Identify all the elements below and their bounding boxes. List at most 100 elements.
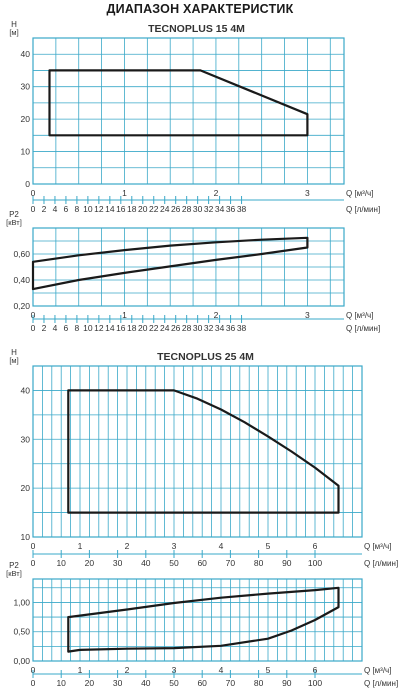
chart-2-x2tick-label: 60 <box>197 558 207 568</box>
chart-2-x2label: Q [л/мин] <box>364 559 398 568</box>
chart-3-x2tick-label: 30 <box>113 678 123 688</box>
chart-1-x2tick-label: 6 <box>64 323 69 333</box>
chart-0-x2label: Q [л/мин] <box>346 205 380 214</box>
chart-0-x2tick-label: 36 <box>226 204 236 214</box>
chart-1-x2tick-label: 36 <box>226 323 236 333</box>
chart-2-xtick-label: 2 <box>125 541 130 551</box>
chart-0-ytick-label: 20 <box>21 114 31 124</box>
chart-3-x2tick-label: 90 <box>282 678 292 688</box>
chart-3-ylabel-unit: [кВт] <box>6 569 22 578</box>
chart-1-ytick-label: 0,40 <box>13 275 30 285</box>
chart-3-x2tick-label: 80 <box>254 678 264 688</box>
chart-3-x2tick-label: 100 <box>308 678 322 688</box>
chart-3-x2tick-label: 70 <box>226 678 236 688</box>
chart-1-x2tick-label: 2 <box>42 323 47 333</box>
chart-2-frame <box>32 365 363 538</box>
chart-3-ytick-label: 1,00 <box>13 597 30 607</box>
chart-0-frame <box>32 37 345 185</box>
chart-2-xtick-label: 3 <box>172 541 177 551</box>
chart-1-series-0-curve <box>31 236 309 291</box>
chart-2-ylabel-unit: [м] <box>9 356 18 365</box>
chart-3-ytick-label: 0,50 <box>13 627 30 637</box>
chart-1-x2tick-label: 12 <box>94 323 104 333</box>
chart-3-x2tick-label: 20 <box>85 678 95 688</box>
chart-0-xtick-label: 0 <box>31 188 36 198</box>
chart-1-x2tick-label: 22 <box>149 323 159 333</box>
chart-0-x2tick-label: 4 <box>53 204 58 214</box>
chart-0-x2tick-label: 14 <box>105 204 115 214</box>
chart-0-x2tick-label: 34 <box>215 204 225 214</box>
chart-0-x2tick-label: 30 <box>193 204 203 214</box>
chart-3-xtick-label: 1 <box>78 665 83 675</box>
chart-1-x2tick-label: 18 <box>127 323 137 333</box>
chart-3-ytick-label: 0,00 <box>13 656 30 666</box>
chart-3-xlabel: Q [м³/ч] <box>364 666 391 675</box>
chart-2-xtick-label: 1 <box>78 541 83 551</box>
chart-0-x2tick-label: 32 <box>204 204 214 214</box>
chart-1-ylabel-unit: [кВт] <box>6 218 22 227</box>
chart-1-x2tick-label: 34 <box>215 323 225 333</box>
chart-2-x2tick-label: 70 <box>226 558 236 568</box>
chart-1-x2label: Q [л/мин] <box>346 324 380 333</box>
chart-2-x2tick-label: 10 <box>56 558 66 568</box>
chart-0-x2tick-label: 12 <box>94 204 104 214</box>
chart-0-ytick-label: 0 <box>25 179 30 189</box>
chart-3-frame <box>32 578 363 662</box>
chart-1-x2tick-label: 26 <box>171 323 181 333</box>
chart-1-x2tick-label: 4 <box>53 323 58 333</box>
chart-0-series-0-curve <box>48 69 309 137</box>
chart-2-x2tick-label: 80 <box>254 558 264 568</box>
chart-1-ytick-label: 0,60 <box>13 249 30 259</box>
chart-1-x2tick-label: 20 <box>138 323 148 333</box>
chart-2-x2tick-label: 40 <box>141 558 151 568</box>
chart-2-ytick-label: 30 <box>21 434 31 444</box>
chart-0-xtick-label: 1 <box>122 188 127 198</box>
chart-2-ytick-label: 20 <box>21 483 31 493</box>
chart-2-x2tick-label: 20 <box>85 558 95 568</box>
chart-1-ytick-label: 0,20 <box>13 301 30 311</box>
chart-3-xtick-label: 4 <box>219 665 224 675</box>
chart-2-x2tick-label: 50 <box>169 558 179 568</box>
chart-3-x2label: Q [л/мин] <box>364 679 398 688</box>
chart-1-x2tick-label: 38 <box>237 323 247 333</box>
chart-3-x2tick-label: 10 <box>56 678 66 688</box>
chart-0-x2tick-label: 0 <box>31 204 36 214</box>
chart-1-x2tick-label: 32 <box>204 323 214 333</box>
chart-2-xtick-label: 6 <box>313 541 318 551</box>
chart-1-x2tick-label: 8 <box>75 323 80 333</box>
chart-0-x2tick-label: 10 <box>83 204 93 214</box>
chart-2-x2tick-label: 90 <box>282 558 292 568</box>
chart-0-xtick-label: 3 <box>305 188 310 198</box>
chart-2-ylabel-name: H <box>11 348 17 357</box>
chart-1-x2tick-label: 24 <box>160 323 170 333</box>
chart-3-x2tick-label: 60 <box>197 678 207 688</box>
chart-0-ylabel-name: H <box>11 20 17 29</box>
chart-2-x2tick-label: 30 <box>113 558 123 568</box>
chart-0-x2tick-label: 28 <box>182 204 192 214</box>
chart-0-title: TECNOPLUS 15 4M <box>148 23 245 35</box>
chart-0-x2tick-label: 8 <box>75 204 80 214</box>
chart-3-x2tick-label: 0 <box>31 678 36 688</box>
chart-1-xtick-label: 3 <box>305 310 310 320</box>
chart-2-title: TECNOPLUS 25 4M <box>157 351 254 363</box>
chart-0-x2tick-label: 18 <box>127 204 137 214</box>
chart-2-xlabel: Q [м³/ч] <box>364 542 391 551</box>
chart-1-x2tick-label: 10 <box>83 323 93 333</box>
chart-0-x2tick-label: 26 <box>171 204 181 214</box>
chart-2-ytick-label: 40 <box>21 385 31 395</box>
chart-2-x2tick-label: 100 <box>308 558 322 568</box>
chart-0-x2tick-label: 22 <box>149 204 159 214</box>
chart-0-x2tick-label: 6 <box>64 204 69 214</box>
chart-2-xtick-label: 0 <box>31 541 36 551</box>
chart-0-ytick-label: 10 <box>21 147 31 157</box>
chart-1-xtick-label: 1 <box>122 310 127 320</box>
chart-3-xtick-label: 5 <box>266 665 271 675</box>
chart-0-x2tick-label: 24 <box>160 204 170 214</box>
chart-3-x2tick-label: 50 <box>169 678 179 688</box>
chart-3-ylabel-name: P2 <box>9 561 19 570</box>
chart-0-xlabel: Q [м³/ч] <box>346 189 373 198</box>
chart-1-x2tick-label: 16 <box>116 323 126 333</box>
chart-0-x2tick-label: 20 <box>138 204 148 214</box>
chart-3-x2tick-label: 40 <box>141 678 151 688</box>
